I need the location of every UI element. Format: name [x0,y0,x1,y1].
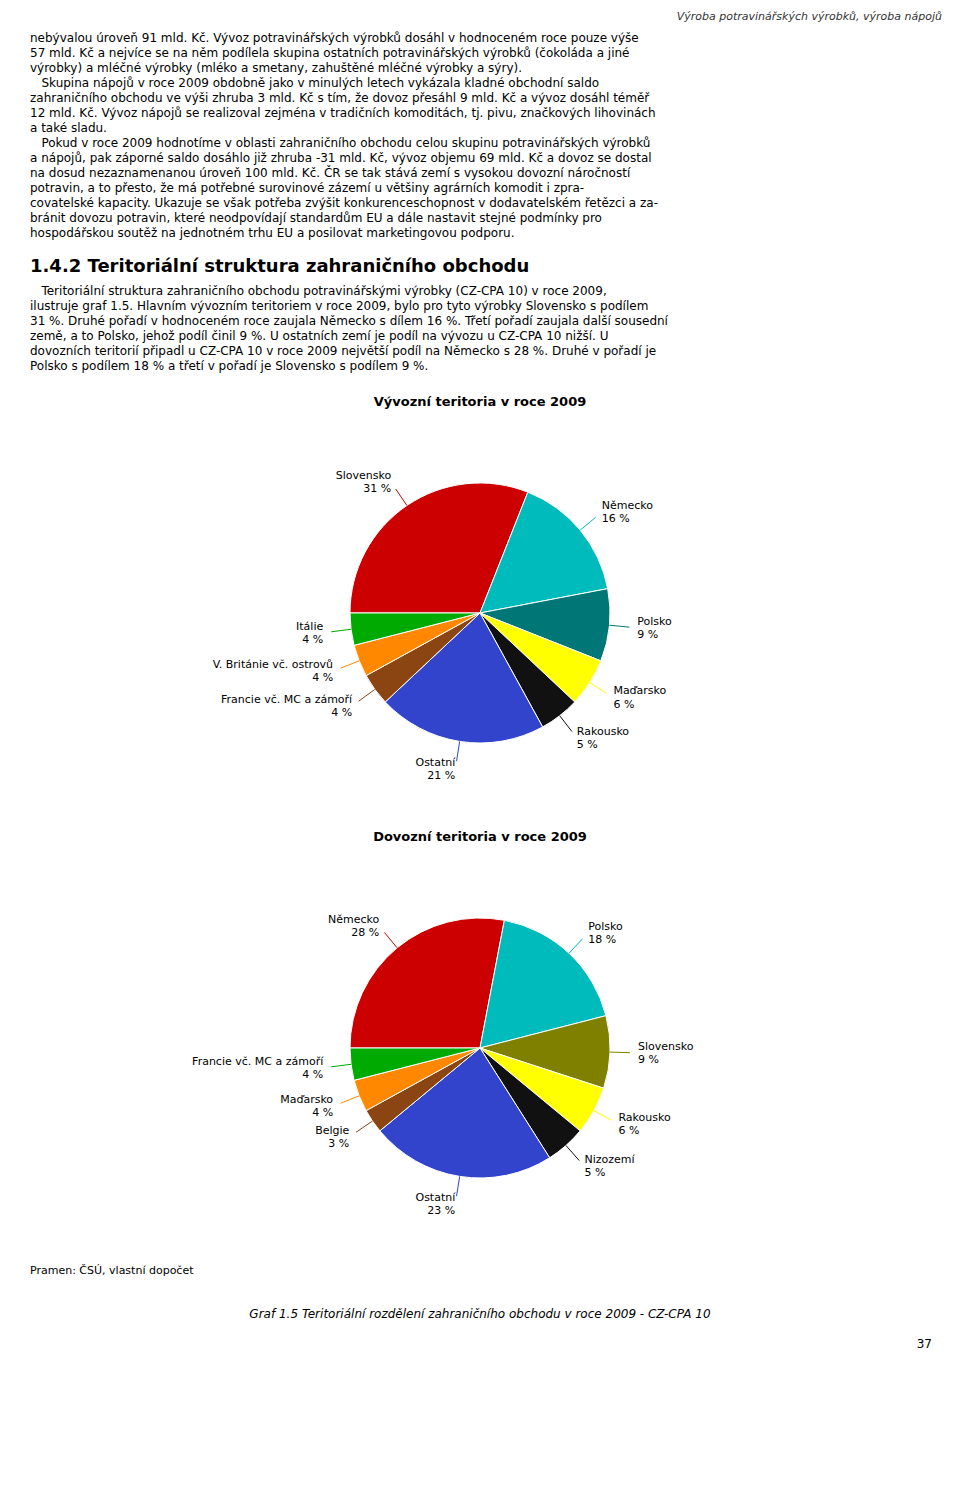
svg-text:Maďarsko6 %: Maďarsko6 % [613,684,666,710]
svg-text:Rakousko5 %: Rakousko5 % [577,725,630,751]
svg-text:Polsko18 %: Polsko18 % [588,920,623,946]
html-text:a nápojů, pak záporné saldo do: a nápojů, pak záporné saldo dosáhlo již … [30,151,652,165]
svg-text:Belgie3 %: Belgie3 % [315,1124,349,1150]
html-text:dovozních teritorií připadl u: dovozních teritorií připadl u CZ-CPA 10 … [30,344,657,358]
html-text:Graf 1.5 Teritoriální rozdělen: Graf 1.5 Teritoriální rozdělení zahranič… [249,1307,711,1321]
svg-text:Slovensko31 %: Slovensko31 % [336,469,392,495]
html-text:covatelské kapacity. Ukazuje s: covatelské kapacity. Ukazuje se však pot… [30,196,658,210]
html-text:Výroba potravinářských výrobků: Výroba potravinářských výrobků, výroba n… [676,10,942,23]
html-text:zahraničního obchodu ve výši z: zahraničního obchodu ve výši zhruba 3 ml… [30,91,650,105]
svg-text:Francie vč. MC a zámoří4 %: Francie vč. MC a zámoří4 % [221,693,353,719]
html-text:Vývozní teritoria v roce 2009: Vývozní teritoria v roce 2009 [373,394,587,409]
html-text:57 mld. Kč a nejvíce se na něm: 57 mld. Kč a nejvíce se na něm podílela … [30,46,630,60]
svg-text:Ostatní21 %: Ostatní21 % [415,756,456,782]
html-text:země, a to Polsko, jehož podíl: země, a to Polsko, jehož podíl činil 9 %… [30,329,609,343]
html-text:Pokud v roce 2009 hodnotíme v: Pokud v roce 2009 hodnotíme v oblasti za… [30,136,651,150]
html-text:Dovozní teritoria v roce 2009: Dovozní teritoria v roce 2009 [373,829,587,844]
svg-text:Slovensko9 %: Slovensko9 % [638,1040,694,1066]
svg-text:Francie vč. MC a zámoří4 %: Francie vč. MC a zámoří4 % [192,1055,324,1081]
html-text:1.4.2 Teritoriální struktura z: 1.4.2 Teritoriální struktura zahraničníh… [30,255,530,276]
html-text:na dosud nezaznamenanou úroveň: na dosud nezaznamenanou úroveň 100 mld. … [30,166,631,180]
html-text:bránit dovozu potravin, které: bránit dovozu potravin, které neodpovída… [30,211,602,225]
html-text:Teritoriální struktura zahrani: Teritoriální struktura zahraničního obch… [30,284,607,298]
svg-text:Nizozemí5 %: Nizozemí5 % [584,1153,635,1179]
html-text:výrobky) a mléčné výrobky (mlé: výrobky) a mléčné výrobky (mléko a smeta… [30,61,522,75]
html-text:Polsko s podílem 18 % a třetí: Polsko s podílem 18 % a třetí v pořadí j… [30,359,429,373]
html-text:Skupina nápojů v roce 2009 obd: Skupina nápojů v roce 2009 obdobně jako … [30,76,600,90]
svg-text:V. Británie vč. ostrovů4 %: V. Británie vč. ostrovů4 % [213,658,333,684]
svg-text:Maďarsko4 %: Maďarsko4 % [280,1093,333,1119]
html-text:potravin, a to přesto, že má p: potravin, a to přesto, že má potřebné su… [30,181,585,195]
html-text:Pramen: ČSÚ, vlastní dopočet: Pramen: ČSÚ, vlastní dopočet [30,1264,194,1277]
html-text:hospodářskou soutěž na jednotn: hospodářskou soutěž na jednotném trhu EU… [30,226,515,240]
html-text:12 mld. Kč. Vývoz nápojů se re: 12 mld. Kč. Vývoz nápojů se realizoval z… [30,106,656,120]
svg-text:Itálie4 %: Itálie4 % [296,620,323,646]
svg-text:Rakousko6 %: Rakousko6 % [618,1111,671,1137]
html-text:31 %. Druhé pořadí v hodnocené: 31 %. Druhé pořadí v hodnoceném roce zau… [30,314,668,328]
html-text:a také sladu.: a také sladu. [30,121,107,135]
svg-text:Německo28 %: Německo28 % [328,913,380,939]
html-text:ilustruje graf 1.5. Hlavním vý: ilustruje graf 1.5. Hlavním vývozním ter… [30,299,649,313]
html-text:37: 37 [916,1337,932,1351]
svg-text:Polsko9 %: Polsko9 % [637,615,672,641]
svg-text:Ostatní23 %: Ostatní23 % [415,1191,456,1217]
svg-text:Německo16 %: Německo16 % [602,499,654,525]
html-text:nebývalou úroveň 91 mld. Kč. V: nebývalou úroveň 91 mld. Kč. Vývoz potra… [30,31,639,45]
